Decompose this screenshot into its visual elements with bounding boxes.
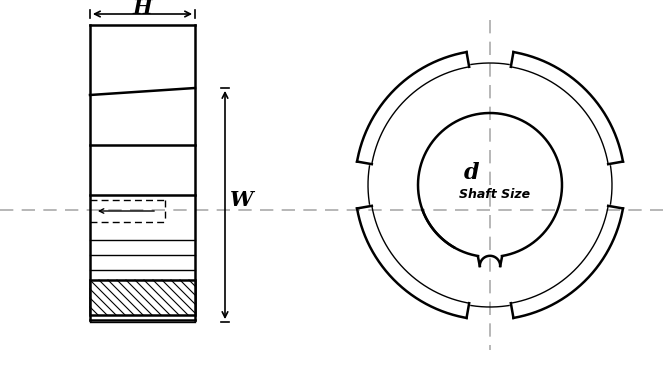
Text: H: H xyxy=(132,0,152,18)
Text: W: W xyxy=(230,190,254,210)
Text: d: d xyxy=(464,162,480,184)
Bar xyxy=(90,280,195,315)
Text: Shaft Size: Shaft Size xyxy=(459,188,530,202)
